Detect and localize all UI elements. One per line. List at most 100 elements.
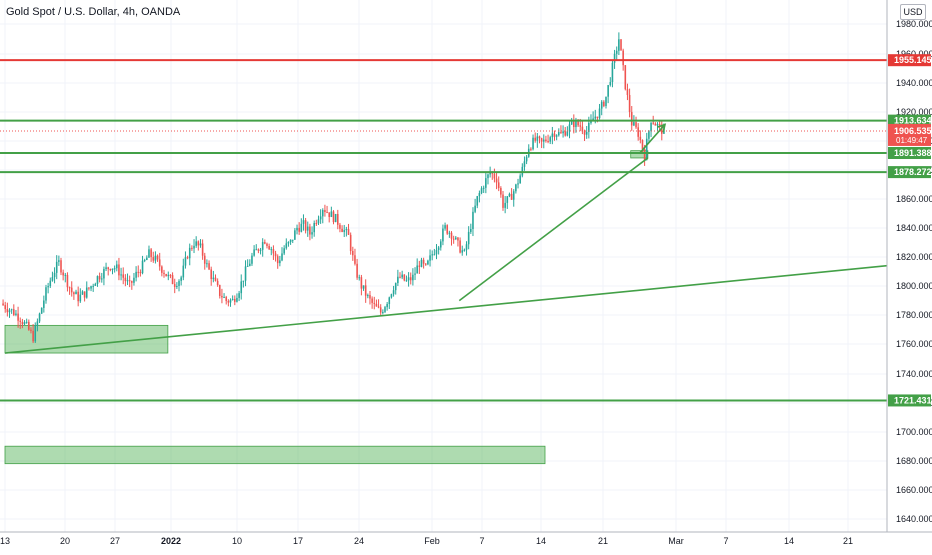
- candle-body: [339, 224, 341, 229]
- candle-body: [510, 193, 513, 200]
- arrow-icon: [657, 123, 667, 133]
- x-tick-label: 24: [354, 536, 364, 546]
- y-tick-label: 1800.000: [896, 281, 932, 291]
- y-tick-label: 1700.000: [896, 427, 932, 437]
- candle-body: [264, 242, 266, 244]
- candle-body: [100, 278, 103, 280]
- candle-body: [244, 266, 247, 281]
- candle-body: [109, 269, 112, 271]
- candle-body: [283, 248, 285, 254]
- candle-body: [555, 135, 558, 137]
- currency-button[interactable]: USD: [900, 4, 926, 20]
- candle-body: [281, 253, 283, 261]
- candle-body: [133, 277, 135, 283]
- candle-body: [165, 274, 167, 277]
- candle-body: [261, 242, 264, 250]
- candle-body: [394, 283, 397, 291]
- candle-body: [437, 247, 440, 250]
- candle-body: [141, 260, 144, 274]
- candle-body: [497, 182, 500, 189]
- candle-body: [442, 228, 444, 242]
- candle-body: [289, 239, 292, 242]
- candle-body: [618, 39, 620, 51]
- y-tick-label: 1760.000: [896, 339, 932, 349]
- candle-body: [94, 283, 97, 286]
- x-tick-label: 21: [598, 536, 608, 546]
- candle-body: [588, 122, 590, 132]
- candle-body: [609, 81, 612, 86]
- candle-body: [285, 243, 288, 249]
- candle-body: [551, 133, 554, 138]
- x-tick-label: 17: [293, 536, 303, 546]
- candle-body: [131, 281, 133, 283]
- candle-body: [28, 321, 30, 330]
- candle-body: [85, 287, 88, 298]
- candle-body: [654, 123, 657, 126]
- candle-body: [120, 274, 122, 276]
- candle-body: [4, 305, 7, 310]
- candle-body: [412, 274, 414, 281]
- candle-body: [607, 85, 609, 97]
- candle-body: [424, 263, 427, 265]
- candle-body: [49, 280, 52, 287]
- y-tick-label: 1920.000: [896, 107, 932, 117]
- candle-body: [171, 275, 174, 285]
- candle-body: [401, 274, 403, 278]
- candle-body: [266, 243, 268, 247]
- level-price-label: 1955.145: [894, 55, 932, 65]
- candle-body: [193, 245, 195, 249]
- candle-body: [176, 286, 178, 288]
- candle-body: [324, 210, 326, 213]
- candle-body: [143, 259, 146, 261]
- level-price-label: 1913.634: [894, 116, 932, 126]
- candle-body: [523, 161, 526, 167]
- candle-body: [294, 230, 296, 240]
- candle-body: [377, 306, 380, 308]
- candle-body: [68, 287, 71, 289]
- candle-body: [199, 243, 202, 246]
- candle-body: [375, 303, 378, 307]
- candle-body: [268, 246, 270, 250]
- candle-body: [367, 295, 369, 297]
- candle-body: [148, 249, 150, 258]
- candle-body: [564, 131, 567, 136]
- grid: [0, 0, 887, 532]
- candle-body: [182, 265, 185, 278]
- candle-body: [474, 205, 476, 212]
- candle-body: [296, 227, 298, 231]
- candle-body: [547, 141, 549, 143]
- candle-body: [128, 280, 131, 282]
- candle-body: [600, 101, 603, 109]
- candle-body: [373, 302, 376, 304]
- candle-body: [433, 254, 436, 256]
- candle-body: [15, 313, 17, 315]
- zone-rect: [4, 445, 546, 465]
- candle-body: [427, 260, 429, 265]
- candle-body: [349, 234, 352, 252]
- candle-body: [34, 325, 37, 342]
- candle-body: [620, 39, 622, 51]
- candle-body: [70, 287, 73, 293]
- candle-body: [450, 232, 453, 239]
- candle-body: [403, 274, 406, 281]
- candle-body: [124, 277, 127, 282]
- level-price-label: 1721.431: [894, 395, 932, 405]
- candle-body: [630, 111, 633, 126]
- candle-body: [508, 193, 511, 197]
- candle-body: [201, 243, 204, 256]
- candle-body: [38, 313, 41, 322]
- candle-body: [223, 297, 225, 299]
- candle-body: [154, 255, 157, 261]
- level-price-label: 1891.388: [894, 148, 932, 158]
- candle-body: [2, 303, 4, 306]
- candle-body: [605, 96, 607, 107]
- candle-body: [83, 291, 86, 298]
- candle-body: [495, 178, 498, 183]
- candle-body: [341, 228, 343, 232]
- trendlines: [4, 123, 888, 354]
- candle-body: [500, 188, 502, 195]
- y-tick-label: 1780.000: [896, 310, 932, 320]
- candle-body: [13, 309, 15, 315]
